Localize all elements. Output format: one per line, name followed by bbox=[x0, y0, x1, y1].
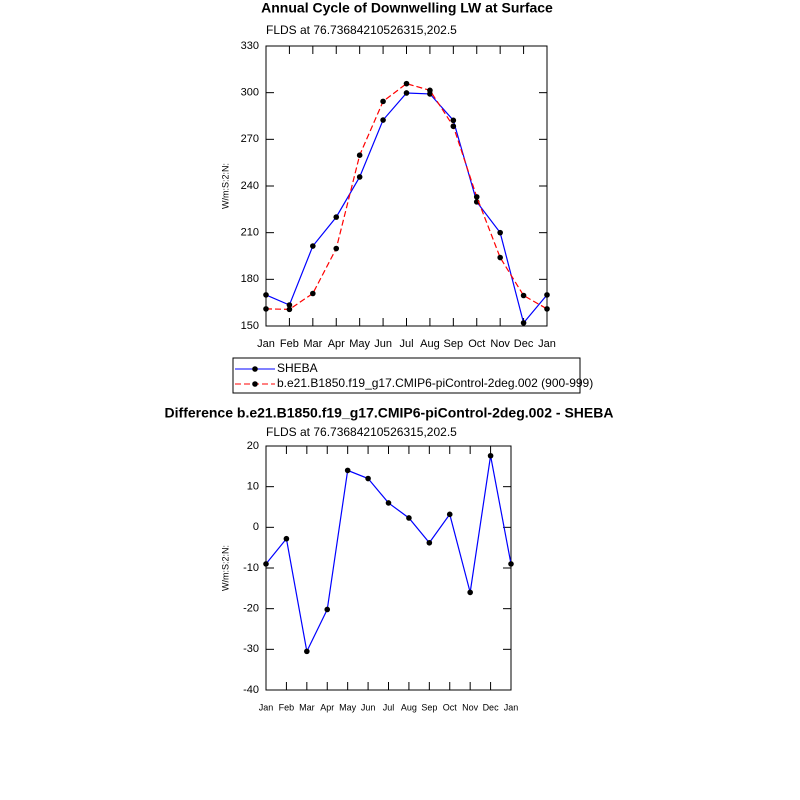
data-point bbox=[304, 648, 310, 655]
data-point bbox=[544, 292, 550, 298]
data-point bbox=[385, 500, 392, 506]
x-tick-label: Jun bbox=[374, 338, 392, 350]
y-tick-label: 150 bbox=[241, 320, 259, 332]
data-point bbox=[450, 123, 457, 130]
data-point bbox=[508, 561, 514, 567]
y-tick-label: 20 bbox=[247, 440, 259, 452]
x-tick-label: Nov bbox=[462, 702, 479, 712]
data-point bbox=[263, 292, 269, 298]
data-point bbox=[497, 229, 503, 236]
legend-label: b.e21.B1850.f19_g17.CMIP6-piControl-2deg… bbox=[277, 376, 593, 390]
legend-marker bbox=[252, 381, 258, 387]
data-point bbox=[283, 535, 290, 542]
data-point bbox=[403, 90, 410, 96]
x-tick-label: Dec bbox=[483, 702, 500, 712]
y-tick-label: 180 bbox=[241, 273, 259, 285]
x-tick-label: Sep bbox=[444, 338, 464, 350]
chart-title: Annual Cycle of Downwelling LW at Surfac… bbox=[261, 0, 553, 16]
data-point bbox=[263, 561, 269, 567]
data-point bbox=[450, 117, 457, 124]
chart-title: Difference b.e21.B1850.f19_g17.CMIP6-piC… bbox=[165, 405, 614, 421]
x-tick-label: Feb bbox=[279, 702, 295, 712]
data-point bbox=[380, 98, 386, 105]
x-tick-label: Aug bbox=[420, 338, 440, 350]
data-point bbox=[544, 306, 550, 312]
y-tick-label: -30 bbox=[243, 643, 259, 655]
x-tick-label: Feb bbox=[280, 338, 299, 350]
x-tick-label: Oct bbox=[443, 702, 458, 712]
data-point bbox=[356, 152, 363, 158]
x-tick-label: Jul bbox=[399, 338, 413, 350]
y-tick-label: -40 bbox=[243, 684, 259, 696]
x-tick-label: May bbox=[339, 702, 357, 712]
data-point bbox=[427, 87, 433, 94]
y-tick-label: -20 bbox=[243, 603, 259, 615]
x-tick-label: May bbox=[349, 338, 370, 350]
chart-subtitle: FLDS at 76.73684210526315,202.5 bbox=[266, 23, 457, 37]
x-tick-label: Jun bbox=[361, 702, 376, 712]
data-point bbox=[263, 306, 269, 312]
y-tick-label: 10 bbox=[247, 481, 259, 493]
y-axis-label: W/m:S:2:N: bbox=[220, 545, 230, 591]
data-point bbox=[403, 80, 410, 87]
series-line bbox=[265, 82, 548, 310]
data-point bbox=[426, 539, 433, 546]
y-tick-label: -10 bbox=[243, 562, 259, 574]
data-point bbox=[520, 292, 527, 299]
x-tick-label: Dec bbox=[514, 338, 534, 350]
x-tick-label: Jan bbox=[538, 338, 556, 350]
y-tick-label: 0 bbox=[253, 521, 259, 533]
data-point bbox=[406, 515, 412, 521]
legend-label: SHEBA bbox=[277, 361, 318, 375]
y-tick-label: 330 bbox=[241, 40, 259, 52]
data-point bbox=[286, 306, 293, 313]
data-point bbox=[520, 320, 527, 326]
x-tick-label: Jul bbox=[383, 702, 395, 712]
data-point bbox=[324, 606, 331, 613]
plot-frame bbox=[265, 45, 548, 327]
x-tick-label: Aug bbox=[401, 702, 417, 712]
x-tick-label: Sep bbox=[421, 702, 437, 712]
legend-marker bbox=[252, 366, 258, 372]
data-point bbox=[310, 243, 316, 249]
data-point bbox=[333, 245, 340, 252]
x-tick-label: Jan bbox=[257, 338, 275, 350]
data-point bbox=[333, 214, 340, 220]
x-tick-label: Nov bbox=[490, 338, 510, 350]
data-point bbox=[446, 511, 453, 518]
data-point bbox=[286, 302, 293, 308]
data-point bbox=[344, 467, 351, 474]
y-axis-label: W/m:S:2:N: bbox=[220, 163, 230, 209]
series-line bbox=[265, 92, 548, 325]
data-point bbox=[467, 589, 473, 596]
y-tick-label: 210 bbox=[241, 227, 259, 239]
series-line bbox=[265, 455, 512, 654]
data-point bbox=[310, 290, 316, 297]
x-tick-label: Apr bbox=[320, 702, 334, 712]
data-point bbox=[487, 452, 494, 459]
legend-box bbox=[232, 357, 581, 394]
data-point bbox=[473, 194, 480, 200]
y-tick-label: 270 bbox=[241, 133, 259, 145]
chart-subtitle: FLDS at 76.73684210526315,202.5 bbox=[266, 425, 457, 439]
x-tick-label: Apr bbox=[328, 338, 345, 350]
data-point bbox=[380, 117, 386, 123]
x-tick-label: Jan bbox=[259, 702, 274, 712]
y-tick-label: 300 bbox=[241, 87, 259, 99]
plot-frame bbox=[265, 445, 512, 691]
data-point bbox=[356, 174, 363, 180]
x-tick-label: Oct bbox=[468, 338, 485, 350]
data-point bbox=[365, 475, 371, 482]
x-tick-label: Mar bbox=[303, 338, 322, 350]
x-tick-label: Jan bbox=[504, 702, 519, 712]
x-tick-label: Mar bbox=[299, 702, 315, 712]
data-point bbox=[497, 254, 503, 261]
y-tick-label: 240 bbox=[241, 180, 259, 192]
